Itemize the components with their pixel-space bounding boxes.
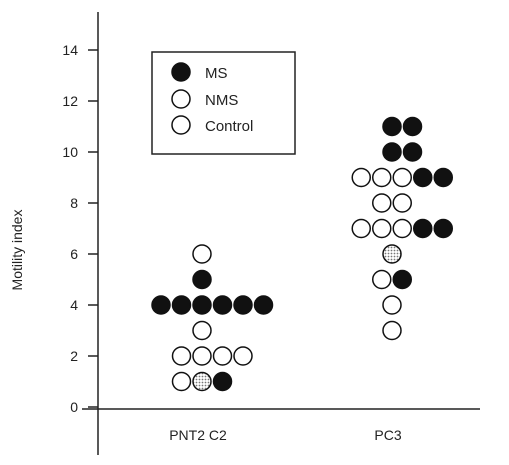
point-nms: [171, 346, 192, 366]
point-ms: [212, 371, 233, 392]
point-nms: [382, 320, 402, 341]
y-tick-label: 12: [62, 93, 78, 109]
legend-label-nms: NMS: [205, 92, 238, 109]
point-nms: [392, 193, 412, 213]
y-axis: 0 2 4 6 8 10 12 14: [62, 12, 99, 455]
point-nms: [171, 371, 192, 392]
point-ms: [433, 218, 453, 239]
point-ms: [413, 218, 433, 239]
y-tick-label: 4: [70, 297, 78, 313]
point-nms: [372, 269, 392, 290]
legend-marker-ms: [171, 62, 191, 82]
point-nms: [372, 218, 392, 239]
point-ms: [413, 167, 433, 188]
point-ms: [382, 116, 402, 137]
y-tick-label: 10: [62, 144, 78, 160]
point-nms: [233, 346, 253, 366]
y-tick-label: 6: [70, 246, 78, 262]
point-ms: [402, 116, 423, 137]
point-ms: [192, 295, 212, 315]
point-ms: [233, 295, 253, 315]
legend-marker-nms: [171, 89, 191, 109]
point-control: [382, 244, 402, 264]
point-ms: [433, 167, 453, 188]
point-ms: [192, 269, 212, 290]
point-ms: [382, 142, 402, 162]
x-axis: PNT2 C2 PC3: [82, 408, 480, 443]
point-ms: [151, 295, 171, 315]
point-ms: [392, 269, 412, 290]
legend-label-control: Control: [205, 118, 253, 135]
point-nms: [372, 167, 392, 188]
point-nms: [212, 346, 233, 366]
data-points: [151, 116, 453, 392]
legend-label-ms: MS: [205, 65, 228, 82]
y-tick-label: 2: [70, 348, 78, 364]
y-tick-label: 0: [70, 399, 78, 415]
point-nms: [382, 295, 402, 315]
point-ms: [212, 295, 233, 315]
y-tick-label: 8: [70, 195, 78, 211]
point-nms: [192, 320, 212, 341]
point-ms: [171, 295, 192, 315]
legend: MS NMS Control: [151, 51, 296, 155]
point-nms: [392, 167, 412, 188]
point-ms: [402, 142, 423, 162]
y-axis-title: Motility index: [9, 210, 25, 291]
point-nms: [192, 244, 212, 264]
point-ms: [253, 295, 274, 315]
point-nms: [192, 346, 212, 366]
x-tick-label: PC3: [374, 427, 401, 443]
point-nms: [351, 218, 371, 239]
point-control: [192, 371, 212, 392]
point-nms: [351, 167, 371, 188]
legend-marker-control: [171, 115, 191, 135]
point-nms: [392, 218, 412, 239]
point-nms: [372, 193, 392, 213]
y-tick-label: 14: [62, 42, 78, 58]
x-tick-label: PNT2 C2: [169, 427, 227, 443]
